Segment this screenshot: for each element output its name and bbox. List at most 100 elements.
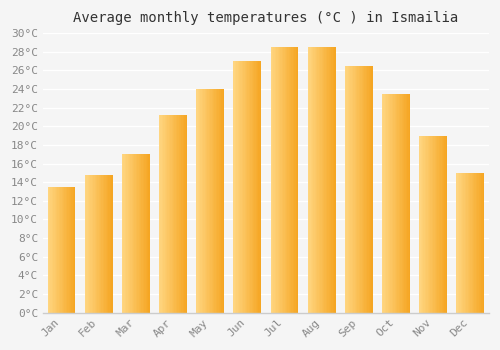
Bar <box>468 173 469 313</box>
Bar <box>384 94 385 313</box>
Bar <box>318 47 319 313</box>
Bar <box>408 94 410 313</box>
Bar <box>360 66 362 313</box>
Bar <box>390 94 392 313</box>
Bar <box>314 47 316 313</box>
Bar <box>235 61 236 313</box>
Bar <box>234 61 235 313</box>
Bar <box>323 47 324 313</box>
Bar <box>308 47 309 313</box>
Bar <box>63 187 64 313</box>
Bar <box>74 187 76 313</box>
Bar <box>356 66 358 313</box>
Bar <box>345 66 346 313</box>
Bar <box>217 89 218 313</box>
Bar <box>483 173 484 313</box>
Bar <box>238 61 239 313</box>
Bar <box>367 66 368 313</box>
Bar <box>272 47 274 313</box>
Bar <box>310 47 312 313</box>
Bar <box>446 136 447 313</box>
Bar <box>428 136 429 313</box>
Bar <box>440 136 442 313</box>
Bar <box>349 66 350 313</box>
Bar <box>280 47 281 313</box>
Bar <box>425 136 426 313</box>
Bar <box>444 136 446 313</box>
Bar <box>49 187 50 313</box>
Bar <box>426 136 428 313</box>
Bar <box>146 154 147 313</box>
Bar <box>359 66 360 313</box>
Bar <box>420 136 422 313</box>
Bar <box>214 89 216 313</box>
Bar <box>333 47 334 313</box>
Bar <box>174 115 176 313</box>
Bar <box>68 187 70 313</box>
Bar <box>210 89 212 313</box>
Bar <box>456 173 458 313</box>
Bar <box>110 175 112 313</box>
Bar <box>368 66 370 313</box>
Bar <box>218 89 220 313</box>
Bar <box>169 115 170 313</box>
Bar <box>399 94 400 313</box>
Bar <box>276 47 278 313</box>
Bar <box>316 47 318 313</box>
Bar <box>366 66 367 313</box>
Bar <box>312 47 314 313</box>
Bar <box>296 47 297 313</box>
Bar <box>403 94 404 313</box>
Bar <box>466 173 468 313</box>
Bar <box>90 175 92 313</box>
Bar <box>436 136 438 313</box>
Bar <box>103 175 104 313</box>
Bar <box>470 173 472 313</box>
Bar <box>422 136 424 313</box>
Bar <box>60 187 62 313</box>
Bar <box>476 173 478 313</box>
Bar <box>203 89 204 313</box>
Bar <box>104 175 106 313</box>
Bar <box>257 61 258 313</box>
Bar <box>177 115 178 313</box>
Bar <box>482 173 483 313</box>
Bar <box>419 136 420 313</box>
Bar <box>106 175 107 313</box>
Bar <box>186 115 187 313</box>
Bar <box>216 89 217 313</box>
Bar <box>319 47 320 313</box>
Bar <box>392 94 393 313</box>
Bar <box>124 154 126 313</box>
Bar <box>469 173 470 313</box>
Bar <box>133 154 134 313</box>
Bar <box>274 47 275 313</box>
Bar <box>394 94 396 313</box>
Bar <box>136 154 138 313</box>
Bar <box>213 89 214 313</box>
Bar <box>88 175 89 313</box>
Bar <box>362 66 363 313</box>
Bar <box>67 187 68 313</box>
Bar <box>293 47 294 313</box>
Bar <box>172 115 173 313</box>
Bar <box>258 61 260 313</box>
Bar <box>352 66 354 313</box>
Bar <box>58 187 59 313</box>
Bar <box>54 187 56 313</box>
Bar <box>284 47 286 313</box>
Bar <box>288 47 290 313</box>
Bar <box>243 61 244 313</box>
Bar <box>64 187 66 313</box>
Bar <box>239 61 240 313</box>
Bar <box>144 154 146 313</box>
Bar <box>56 187 58 313</box>
Bar <box>462 173 464 313</box>
Bar <box>183 115 184 313</box>
Bar <box>130 154 132 313</box>
Bar <box>372 66 373 313</box>
Bar <box>244 61 246 313</box>
Bar <box>94 175 96 313</box>
Bar <box>389 94 390 313</box>
Bar <box>275 47 276 313</box>
